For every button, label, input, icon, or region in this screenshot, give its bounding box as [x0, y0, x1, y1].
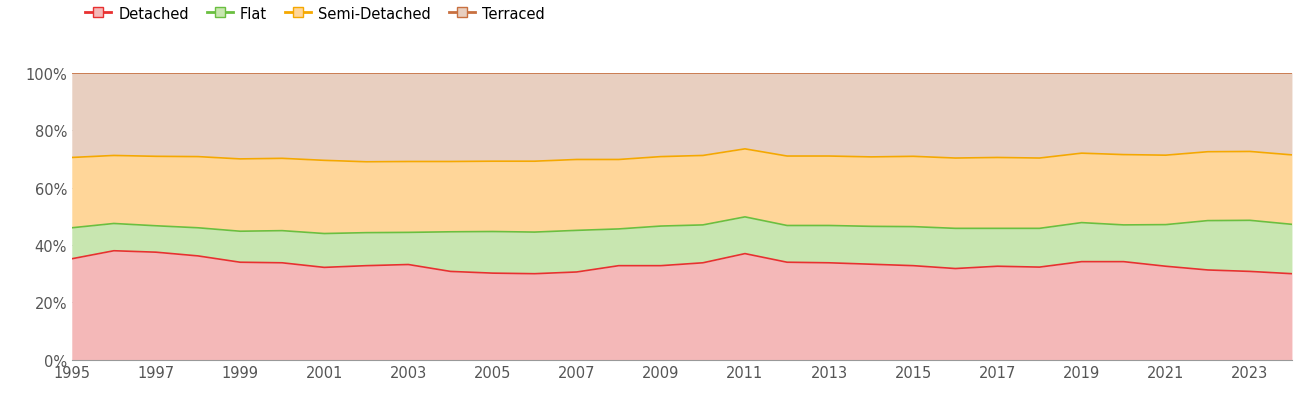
- Legend: Detached, Flat, Semi-Detached, Terraced: Detached, Flat, Semi-Detached, Terraced: [80, 1, 551, 27]
